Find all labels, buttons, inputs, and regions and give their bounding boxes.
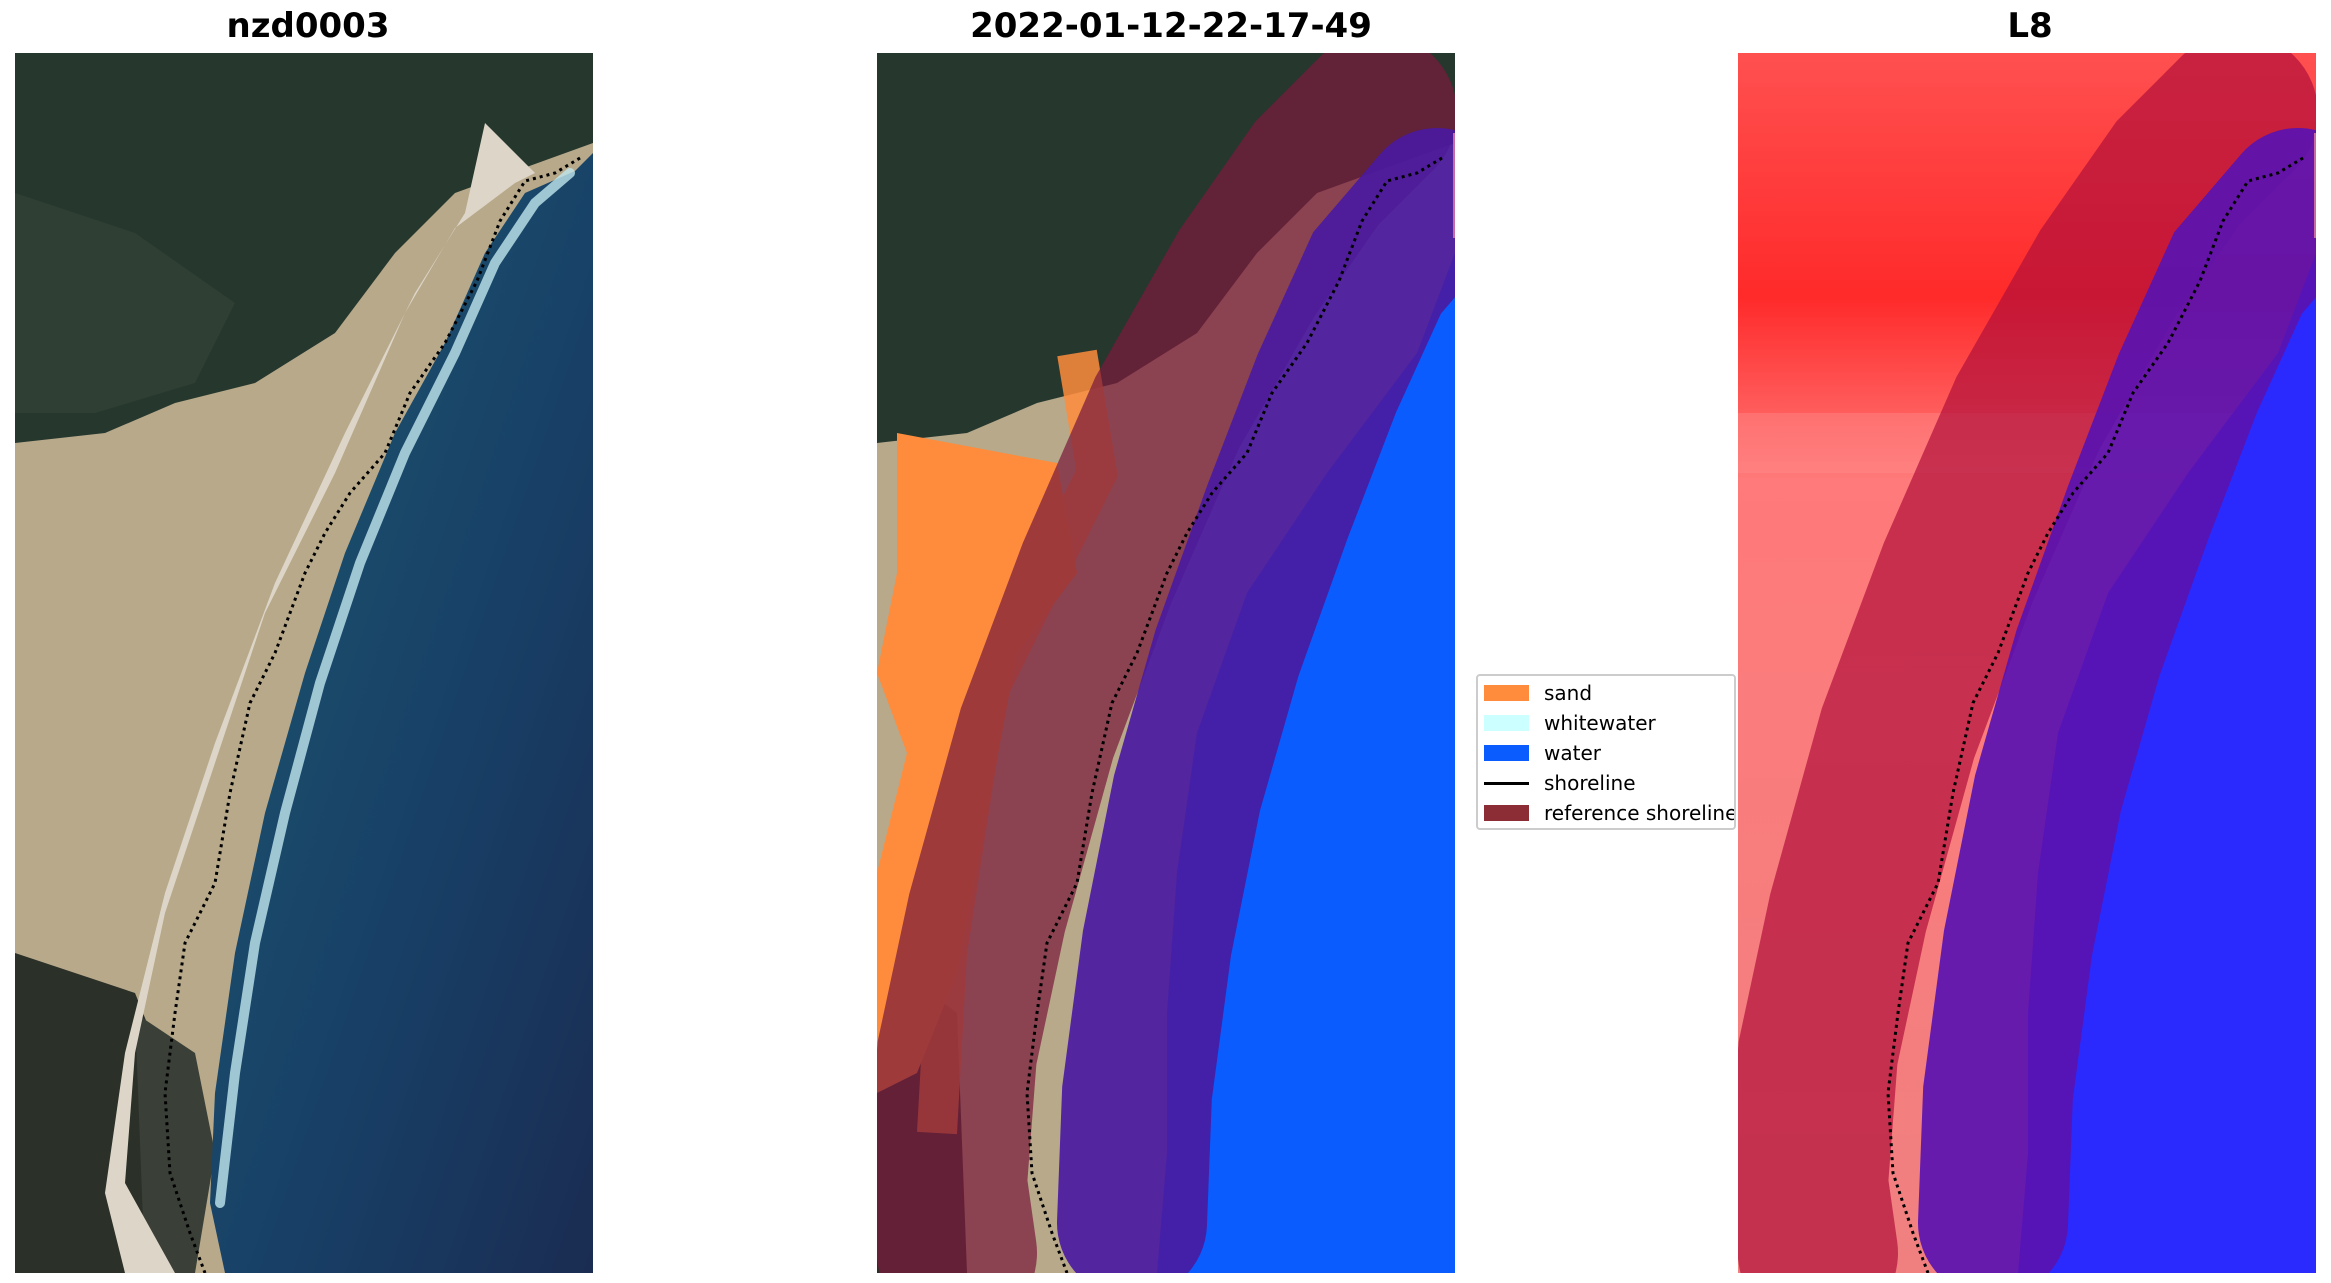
buffer-edge bbox=[1453, 133, 1455, 238]
legend-item-shoreline: shoreline bbox=[1484, 770, 1636, 796]
legend: sand whitewater water shoreline referenc… bbox=[1476, 674, 1736, 830]
sea bbox=[210, 153, 593, 1273]
sand-swatch bbox=[1484, 685, 1529, 701]
legend-label: sand bbox=[1544, 681, 1593, 705]
buffer-edge bbox=[2314, 133, 2316, 238]
index-image bbox=[1738, 53, 2316, 1273]
rgb-satellite-image bbox=[15, 53, 593, 1273]
forest-patch bbox=[15, 193, 235, 413]
index-image-panel bbox=[1738, 53, 2316, 1273]
legend-label: shoreline bbox=[1544, 771, 1636, 795]
reference-buffer-water bbox=[1918, 128, 2316, 1273]
classified-image-panel bbox=[877, 53, 1455, 1273]
water-swatch bbox=[1484, 745, 1529, 761]
reference-buffer-land bbox=[877, 53, 1455, 1273]
rgb-image-panel bbox=[15, 53, 593, 1273]
whitewater-swatch bbox=[1484, 715, 1529, 731]
legend-item-water: water bbox=[1484, 740, 1601, 766]
shoreline-line-swatch bbox=[1484, 781, 1529, 785]
dark-rock bbox=[135, 1013, 215, 1273]
panel-title-index: L8 bbox=[2007, 6, 2053, 46]
legend-label: reference shoreline bbox=[1544, 801, 1736, 825]
reference-shoreline-swatch bbox=[1484, 805, 1529, 821]
legend-label: water bbox=[1544, 741, 1601, 765]
water-class bbox=[1157, 253, 1455, 1273]
water-index-area bbox=[2018, 253, 2316, 1273]
panel-title-rgb: nzd0003 bbox=[226, 6, 390, 46]
legend-item-reference-shoreline: reference shoreline bbox=[1484, 800, 1736, 826]
legend-label: whitewater bbox=[1544, 711, 1656, 735]
legend-item-whitewater: whitewater bbox=[1484, 710, 1656, 736]
panel-title-classified: 2022-01-12-22-17-49 bbox=[970, 6, 1372, 46]
shoreline-line bbox=[163, 156, 581, 1273]
reference-buffer-land bbox=[1738, 53, 2316, 1273]
shoreline-line bbox=[1886, 156, 2304, 1273]
legend-item-sand: sand bbox=[1484, 680, 1592, 706]
reference-buffer-water bbox=[1057, 128, 1455, 1273]
shoreline-line bbox=[1025, 156, 1443, 1273]
classified-image bbox=[877, 53, 1455, 1273]
surf-zone bbox=[215, 168, 575, 1208]
